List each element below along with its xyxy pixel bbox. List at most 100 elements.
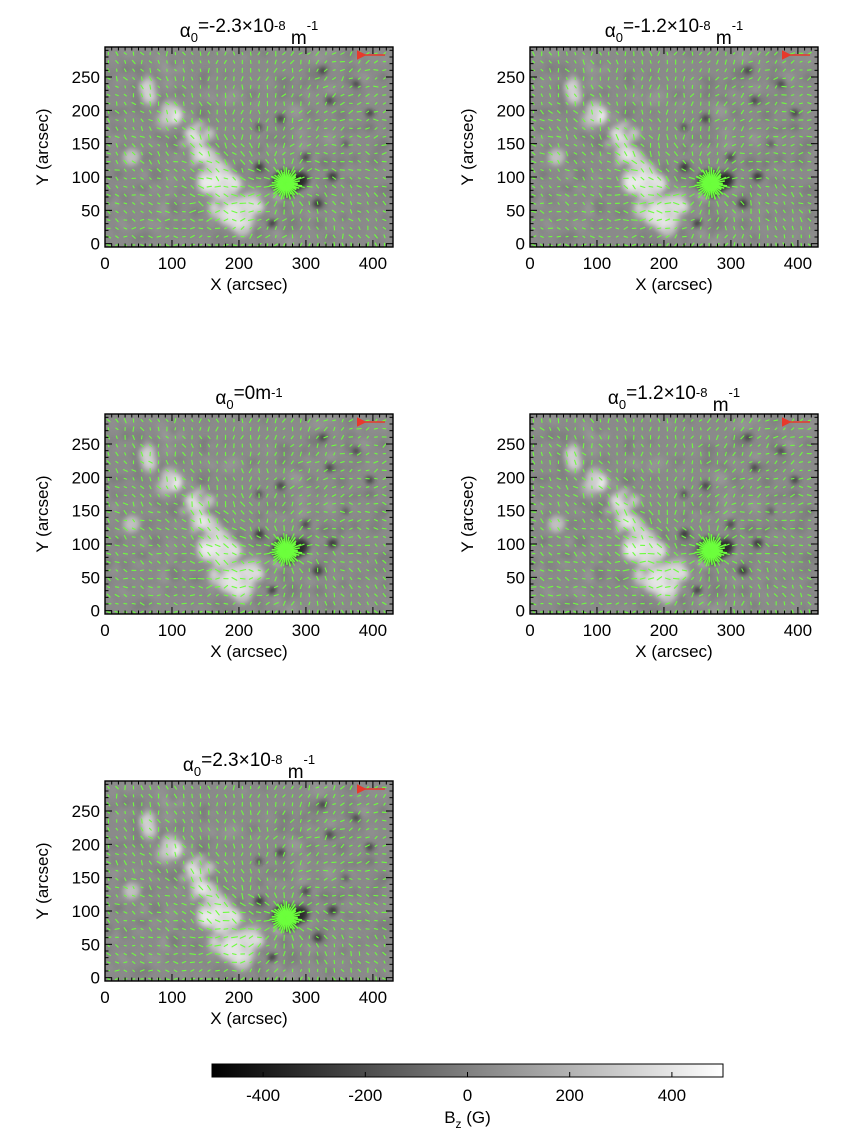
y-tick-label: 150 bbox=[72, 869, 100, 888]
plot-frame bbox=[529, 413, 819, 615]
y-tick-label: 0 bbox=[91, 602, 100, 621]
x-tick-label: 200 bbox=[225, 621, 253, 640]
panel-title: α0=-1.2×10-8 m-1 bbox=[605, 16, 744, 49]
x-tick-label: 100 bbox=[583, 254, 611, 273]
y-tick-label: 200 bbox=[497, 101, 525, 120]
y-tick-label: 250 bbox=[497, 435, 525, 454]
x-tick-label: 400 bbox=[359, 621, 387, 640]
y-axis-label: Y (arcsec) bbox=[33, 108, 52, 185]
panel-title: α0=0m-1 bbox=[215, 383, 282, 412]
panel-title: α0=2.3×10-8 m-1 bbox=[183, 750, 315, 783]
sunspot-vectors bbox=[269, 901, 303, 934]
x-tick-label: 400 bbox=[784, 621, 812, 640]
y-tick-label: 50 bbox=[506, 568, 525, 587]
x-tick-label: 400 bbox=[359, 988, 387, 1007]
y-tick-label: 100 bbox=[72, 902, 100, 921]
x-axis-label: X (arcsec) bbox=[210, 642, 287, 661]
colorbar-tick-label: -200 bbox=[348, 1086, 382, 1105]
x-tick-label: 100 bbox=[158, 988, 186, 1007]
y-tick-label: 0 bbox=[516, 235, 525, 254]
colorbar: -400 -200 0 200 400 Bz (G) bbox=[211, 1063, 724, 1131]
panel-3: 0 100 200 300 400 0 50 100 150 200 250 X (arcsec) Y … bbox=[33, 383, 394, 661]
vector-field bbox=[106, 785, 387, 981]
y-tick-label: 0 bbox=[91, 969, 100, 988]
bz-map bbox=[530, 47, 818, 247]
y-axis-label: Y (arcsec) bbox=[458, 475, 477, 552]
bz-map bbox=[105, 47, 393, 247]
sunspot-vectors bbox=[269, 534, 303, 567]
x-tick-label: 0 bbox=[525, 254, 534, 273]
x-tick-label: 100 bbox=[583, 621, 611, 640]
sunspot-vectors bbox=[694, 534, 728, 567]
y-tick-label: 50 bbox=[81, 201, 100, 220]
y-tick-label: 200 bbox=[72, 101, 100, 120]
panel-title: α0=1.2×10-8 m-1 bbox=[608, 383, 740, 416]
plot-frame bbox=[104, 46, 394, 248]
x-tick-label: 200 bbox=[650, 621, 678, 640]
x-tick-label: 300 bbox=[717, 621, 745, 640]
panel-4: 0 100 200 300 400 0 50 100 150 200 250 X (arcsec) Y … bbox=[458, 383, 819, 661]
panel-title: α0=-2.3×10-8 m-1 bbox=[180, 16, 319, 49]
sunspot-vectors bbox=[694, 167, 728, 200]
x-tick-label: 0 bbox=[525, 621, 534, 640]
plot-frame bbox=[104, 413, 394, 615]
y-tick-label: 250 bbox=[72, 435, 100, 454]
x-tick-label: 0 bbox=[100, 988, 109, 1007]
bz-map bbox=[105, 781, 393, 981]
x-tick-label: 0 bbox=[100, 621, 109, 640]
y-tick-label: 250 bbox=[497, 68, 525, 87]
plot-frame bbox=[529, 46, 819, 248]
colorbar-tick-label: 0 bbox=[463, 1086, 472, 1105]
panel-5: 0 100 200 300 400 0 50 100 150 200 250 X (arcsec) Y … bbox=[33, 750, 394, 1028]
y-tick-label: 100 bbox=[497, 535, 525, 554]
x-axis-label: X (arcsec) bbox=[635, 642, 712, 661]
colorbar-tick-label: 200 bbox=[556, 1086, 584, 1105]
panel-2: 0 100 200 300 400 0 50 100 150 200 250 X (arcsec) Y … bbox=[458, 16, 819, 294]
y-tick-label: 50 bbox=[506, 201, 525, 220]
x-tick-label: 300 bbox=[292, 621, 320, 640]
y-axis-label: Y (arcsec) bbox=[33, 475, 52, 552]
panel-1: 0 100 200 300 400 0 50 100 150 200 250 X (arcsec) Y … bbox=[33, 16, 394, 294]
y-axis-label: Y (arcsec) bbox=[458, 108, 477, 185]
x-tick-label: 300 bbox=[717, 254, 745, 273]
y-tick-label: 0 bbox=[516, 602, 525, 621]
y-tick-label: 0 bbox=[91, 235, 100, 254]
colorbar-tick-label: 400 bbox=[658, 1086, 686, 1105]
x-tick-label: 400 bbox=[784, 254, 812, 273]
vector-field bbox=[106, 50, 387, 247]
y-axis-label: Y (arcsec) bbox=[33, 842, 52, 919]
y-tick-label: 100 bbox=[497, 168, 525, 187]
y-tick-label: 200 bbox=[497, 468, 525, 487]
y-tick-label: 150 bbox=[72, 135, 100, 154]
vector-field bbox=[531, 51, 812, 247]
x-tick-label: 300 bbox=[292, 988, 320, 1007]
x-tick-label: 200 bbox=[225, 988, 253, 1007]
bz-map bbox=[530, 414, 818, 614]
x-axis-label: X (arcsec) bbox=[635, 275, 712, 294]
x-tick-label: 100 bbox=[158, 621, 186, 640]
y-tick-label: 150 bbox=[72, 502, 100, 521]
x-tick-label: 200 bbox=[650, 254, 678, 273]
x-tick-label: 300 bbox=[292, 254, 320, 273]
sunspot-vectors bbox=[269, 167, 303, 200]
x-axis-label: X (arcsec) bbox=[210, 275, 287, 294]
colorbar-label: Bz (G) bbox=[444, 1108, 491, 1131]
y-tick-label: 150 bbox=[497, 502, 525, 521]
plot-frame bbox=[104, 780, 394, 982]
x-tick-label: 0 bbox=[100, 254, 109, 273]
y-tick-label: 100 bbox=[72, 535, 100, 554]
x-tick-label: 400 bbox=[359, 254, 387, 273]
x-axis-label: X (arcsec) bbox=[210, 1009, 287, 1028]
y-tick-label: 50 bbox=[81, 568, 100, 587]
x-tick-label: 100 bbox=[158, 254, 186, 273]
y-tick-label: 200 bbox=[72, 835, 100, 854]
y-tick-label: 50 bbox=[81, 935, 100, 954]
bz-map bbox=[105, 414, 393, 614]
y-tick-label: 100 bbox=[72, 168, 100, 187]
y-tick-label: 250 bbox=[72, 68, 100, 87]
colorbar-tick-label: -400 bbox=[246, 1086, 280, 1105]
y-tick-label: 200 bbox=[72, 468, 100, 487]
y-tick-label: 250 bbox=[72, 802, 100, 821]
x-tick-label: 200 bbox=[225, 254, 253, 273]
